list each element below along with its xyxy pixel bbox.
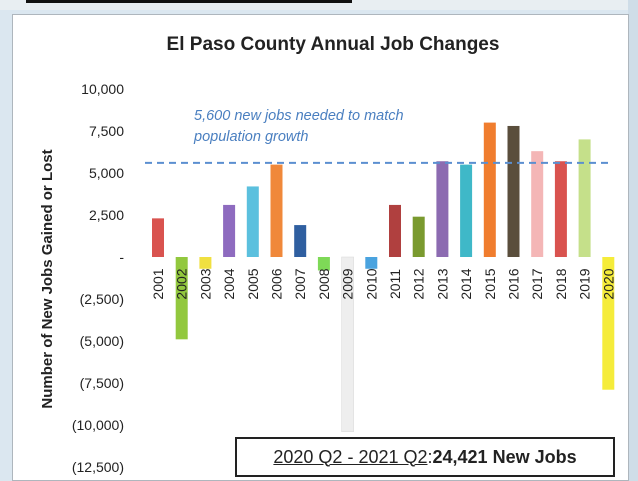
y-tick-label: (12,500) <box>72 459 124 475</box>
x-tick-label-2012: 2012 <box>411 268 427 299</box>
bar-2006 <box>270 164 283 257</box>
y-tick-label: (2,500) <box>80 291 124 307</box>
x-tick-label-2005: 2005 <box>245 268 261 299</box>
x-tick-label-2010: 2010 <box>363 268 379 299</box>
callout-total: 24,421 New Jobs <box>432 446 577 467</box>
y-tick-label: 5,000 <box>89 165 124 181</box>
x-tick-label-2019: 2019 <box>577 268 593 299</box>
y-tick-label: 10,000 <box>81 81 124 97</box>
chart-title: El Paso County Annual Job Changes <box>167 34 500 55</box>
bar-2003 <box>199 257 212 269</box>
x-tick-label-2002: 2002 <box>174 268 190 299</box>
y-tick-label: (10,000) <box>72 417 124 433</box>
bar-2019 <box>578 139 591 257</box>
x-tick-label-2008: 2008 <box>316 268 332 299</box>
callout-period: 2020 Q2 - 2021 Q2 <box>273 446 428 467</box>
bar-2008 <box>317 257 330 271</box>
y-axis-ticks: 10,000 7,500 5,000 2,500 - (2,500) (5,000) (7,5… <box>72 81 124 475</box>
y-tick-label: 2,500 <box>89 207 124 223</box>
x-tick-label-2013: 2013 <box>434 268 450 299</box>
bar-2001 <box>152 218 164 257</box>
y-tick-label: - <box>119 249 124 265</box>
y-axis-label: Number of New Jobs Gained or Lost <box>39 149 56 408</box>
bars <box>152 122 615 432</box>
bar-2009 <box>341 256 354 432</box>
top-frame-line <box>26 0 352 3</box>
x-tick-label-2009: 2009 <box>340 268 356 299</box>
y-tick-label: 7,500 <box>89 123 124 139</box>
x-tick-label-2011: 2011 <box>387 269 403 299</box>
bar-2002 <box>175 257 188 340</box>
bar-2020 <box>602 257 615 390</box>
y-tick-label: (5,000) <box>80 333 124 349</box>
bar-2011 <box>389 204 401 257</box>
x-tick-label-2001: 2001 <box>150 268 166 299</box>
bar-2012 <box>412 216 425 257</box>
top-strip <box>0 0 638 10</box>
callout-box: 2020 Q2 - 2021 Q2: 24,421 New Jobs <box>235 437 615 477</box>
x-tick-label-2017: 2017 <box>529 268 545 299</box>
bar-2014 <box>460 164 473 257</box>
x-axis-labels: 2001 2002 2003 2004 2005 2006 2007 2008 2009 2010… <box>150 268 616 299</box>
x-tick-label-2014: 2014 <box>458 268 474 299</box>
bar-2007 <box>294 225 307 257</box>
x-tick-label-2018: 2018 <box>553 268 569 299</box>
side-strip <box>628 0 638 481</box>
bar-2004 <box>223 204 236 257</box>
bar-2005 <box>246 186 259 257</box>
x-tick-label-2007: 2007 <box>292 268 308 299</box>
target-line-label-1: 5,600 new jobs needed to match <box>194 108 404 124</box>
x-tick-label-2016: 2016 <box>506 268 522 299</box>
bar-2010 <box>365 257 378 269</box>
bar-2016 <box>507 125 520 258</box>
x-tick-label-2004: 2004 <box>221 268 237 299</box>
x-tick-label-2003: 2003 <box>197 268 213 299</box>
bar-2018 <box>554 161 567 257</box>
x-tick-label-2006: 2006 <box>269 268 285 299</box>
y-tick-label: (7,500) <box>80 375 124 391</box>
callout-separator: : <box>427 446 433 467</box>
x-tick-label-2020: 2020 <box>600 268 616 299</box>
bar-2015 <box>483 122 496 257</box>
target-line-label-2: population growth <box>193 129 308 145</box>
bar-2013 <box>436 161 449 257</box>
x-tick-label-2015: 2015 <box>482 268 498 299</box>
chart-panel <box>12 14 629 481</box>
bar-2017 <box>531 151 544 257</box>
